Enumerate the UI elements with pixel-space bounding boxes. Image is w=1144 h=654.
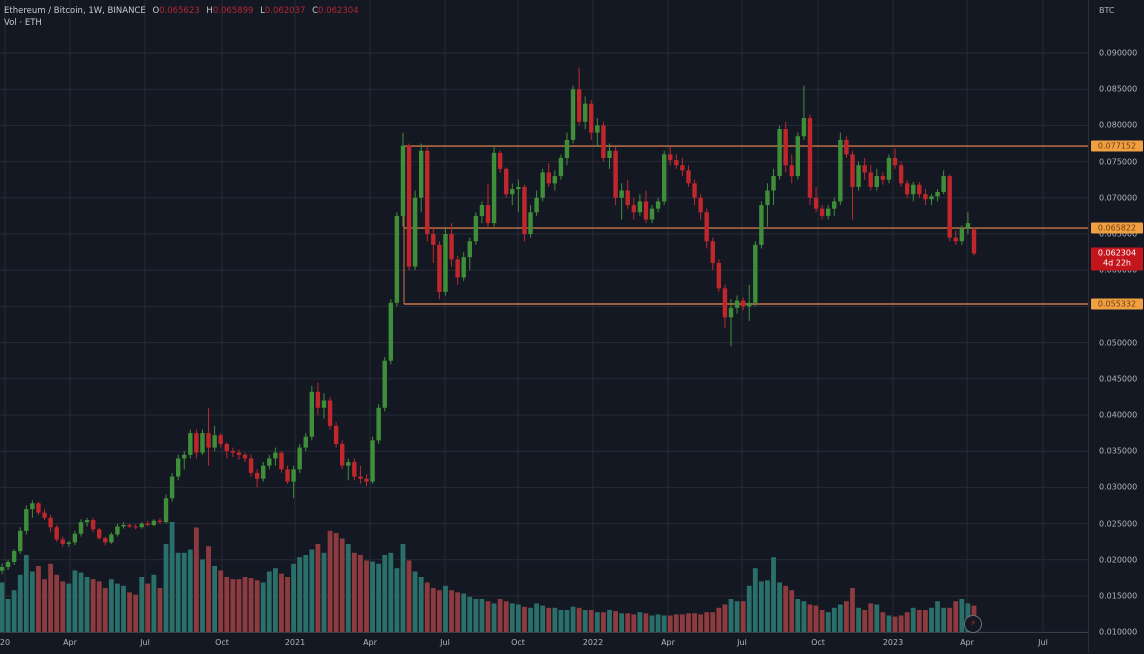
time-tick-label: Apr xyxy=(661,638,675,647)
price-tick-label: 0.010000 xyxy=(1099,627,1138,637)
price-tick-label: 0.035000 xyxy=(1099,446,1138,456)
price-axis[interactable]: BTC 0.090000 0.085000 0.080000 0.075000 0.07… xyxy=(1088,0,1144,653)
candlestick-series xyxy=(0,67,977,575)
price-tick-label: 0.080000 xyxy=(1099,120,1138,130)
level-tag-lower: 0.055332 xyxy=(1091,298,1143,310)
price-tick-label: 0.030000 xyxy=(1099,482,1138,492)
price-tick-label: 0.045000 xyxy=(1099,374,1138,384)
close-label: C xyxy=(312,6,319,16)
price-tick-label: 0.050000 xyxy=(1099,338,1138,348)
low-value: 0.062037 xyxy=(264,6,306,16)
symbol-title[interactable]: Ethereum / Bitcoin, 1W, BINANCE xyxy=(4,6,146,16)
bar-countdown: 4d 22h xyxy=(1103,258,1131,268)
time-tick-label: 2021 xyxy=(284,638,306,647)
close-value: 0.062304 xyxy=(318,6,359,16)
price-tick-label: 0.075000 xyxy=(1099,157,1138,167)
time-tick-label: Apr xyxy=(63,638,77,647)
time-tick-label: 20 xyxy=(0,638,11,647)
axis-currency-label: BTC xyxy=(1099,6,1115,15)
volume-bars xyxy=(0,522,977,632)
price-plot-area[interactable] xyxy=(0,0,1088,632)
time-tick-label: Apr xyxy=(960,638,974,647)
time-tick-label: Oct xyxy=(511,638,525,647)
time-tick-label: Oct xyxy=(215,638,229,647)
volume-legend[interactable]: Vol · ETH xyxy=(4,18,42,28)
price-tick-label: 0.090000 xyxy=(1099,48,1138,58)
low-label: L xyxy=(260,6,265,16)
high-value: 0.065899 xyxy=(212,6,254,16)
price-tick-label: 0.060000 xyxy=(1099,265,1138,275)
price-tick-label: 0.065000 xyxy=(1099,229,1138,239)
current-price-value: 0.062304 xyxy=(1097,248,1137,258)
level-tag-middle: 0.065822 xyxy=(1091,222,1143,234)
time-tick-label: Jul xyxy=(737,638,747,647)
price-tick-label: 0.020000 xyxy=(1099,555,1138,565)
time-tick-label: Jul xyxy=(1038,638,1048,647)
open-label: O xyxy=(152,6,160,16)
lightning-icon[interactable]: ⚡ xyxy=(964,615,982,633)
time-tick-label: 2022 xyxy=(582,638,604,647)
price-tick-label: 0.025000 xyxy=(1099,519,1138,529)
symbol-row: Ethereum / Bitcoin, 1W, BINANCE O0.06562… xyxy=(4,5,359,17)
price-tick-label: 0.085000 xyxy=(1099,84,1138,94)
price-tick-label: 0.070000 xyxy=(1099,193,1138,203)
level-tag-upper: 0.077152 xyxy=(1091,140,1143,152)
time-tick-label: Jul xyxy=(140,638,150,647)
price-tick-label: 0.040000 xyxy=(1099,410,1138,420)
time-tick-label: Apr xyxy=(363,638,377,647)
time-tick-label: Oct xyxy=(811,638,825,647)
current-price-tag: 0.062304 4d 22h xyxy=(1091,247,1143,271)
chart-legend: Ethereum / Bitcoin, 1W, BINANCE O0.06562… xyxy=(4,5,359,29)
time-axis[interactable]: 20 Apr Jul Oct 2021 Apr Jul Oct 2022 Apr Jul Oct 202… xyxy=(0,632,1088,654)
grid-lines xyxy=(0,0,1088,632)
open-value: 0.065623 xyxy=(159,6,200,16)
time-tick-label: Jul xyxy=(440,638,450,647)
high-label: H xyxy=(206,6,213,16)
price-tick-label: 0.015000 xyxy=(1099,591,1138,601)
time-tick-label: 2023 xyxy=(882,638,904,647)
